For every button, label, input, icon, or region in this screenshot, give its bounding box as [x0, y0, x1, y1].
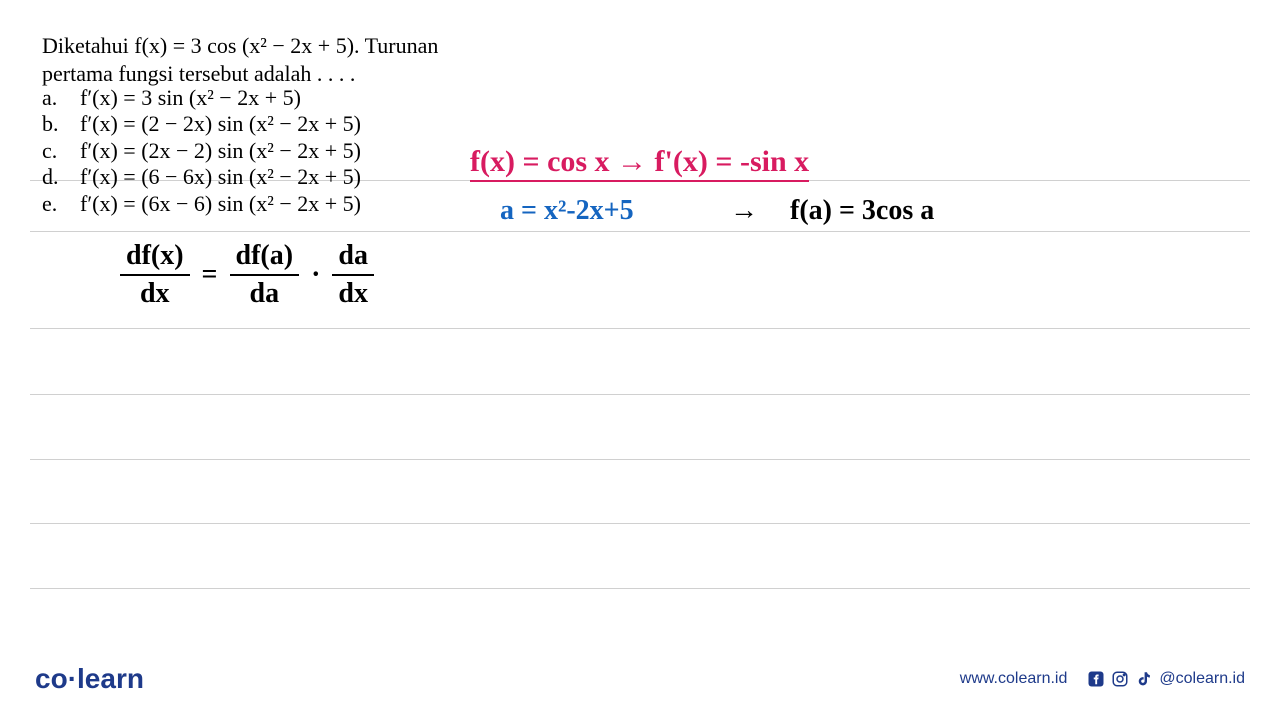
handwritten-substitution: a = x²-2x+5	[500, 195, 634, 227]
paper-line	[30, 328, 1250, 329]
option-label: d.	[42, 164, 62, 190]
chain-rule-formula: df(x) dx = df(a) da · da dx	[120, 240, 374, 310]
handwritten-derivative-rule: f(x) = cos x → f'(x) = -sin x	[470, 145, 809, 179]
option-label: b.	[42, 111, 62, 137]
option-text: f′(x) = 3 sin (x² − 2x + 5)	[80, 85, 301, 111]
option-a: a. f′(x) = 3 sin (x² − 2x + 5)	[42, 85, 361, 111]
option-e: e. f′(x) = (6x − 6) sin (x² − 2x + 5)	[42, 191, 361, 217]
denominator: dx	[332, 276, 374, 310]
numerator: da	[332, 240, 374, 276]
paper-line	[30, 588, 1250, 589]
logo-learn: learn	[77, 663, 144, 694]
numerator: df(x)	[120, 240, 190, 276]
question-line-1: Diketahui f(x) = 3 cos (x² − 2x + 5). Tu…	[42, 32, 438, 60]
paper-line	[30, 394, 1250, 395]
logo-co: co	[35, 663, 68, 694]
colearn-logo: co·learn	[35, 663, 144, 695]
question-text: Diketahui f(x) = 3 cos (x² − 2x + 5). Tu…	[42, 32, 438, 87]
handwritten-arrow: →	[730, 195, 758, 227]
option-text: f′(x) = (2 − 2x) sin (x² − 2x + 5)	[80, 111, 361, 137]
option-label: c.	[42, 138, 62, 164]
fraction-dfx-dx: df(x) dx	[120, 240, 190, 310]
option-text: f′(x) = (2x − 2) sin (x² − 2x + 5)	[80, 138, 361, 164]
red-rule-text: f(x) = cos x → f'(x) = -sin x	[470, 145, 809, 182]
dot-operator: ·	[311, 259, 320, 291]
option-b: b. f′(x) = (2 − 2x) sin (x² − 2x + 5)	[42, 111, 361, 137]
option-c: c. f′(x) = (2x − 2) sin (x² − 2x + 5)	[42, 138, 361, 164]
question-line-2: pertama fungsi tersebut adalah . . . .	[42, 60, 438, 88]
numerator: df(a)	[230, 240, 300, 276]
paper-line	[30, 459, 1250, 460]
fraction-da-dx: da dx	[332, 240, 374, 310]
paper-line	[30, 231, 1250, 232]
paper-line	[30, 523, 1250, 524]
handwritten-fa: f(a) = 3cos a	[790, 195, 934, 227]
instagram-icon	[1111, 670, 1129, 688]
logo-dot: ·	[68, 663, 77, 694]
social-handle: @colearn.id	[1159, 670, 1245, 688]
option-text: f′(x) = (6 − 6x) sin (x² − 2x + 5)	[80, 164, 361, 190]
footer: co·learn www.colearn.id @colearn.id	[0, 663, 1280, 695]
footer-url: www.colearn.id	[960, 670, 1068, 688]
facebook-icon	[1087, 670, 1105, 688]
social-icons: @colearn.id	[1087, 670, 1245, 688]
option-d: d. f′(x) = (6 − 6x) sin (x² − 2x + 5)	[42, 164, 361, 190]
tiktok-icon	[1135, 670, 1153, 688]
option-text: f′(x) = (6x − 6) sin (x² − 2x + 5)	[80, 191, 361, 217]
footer-right: www.colearn.id @colearn.id	[960, 670, 1245, 688]
option-label: e.	[42, 191, 62, 217]
fraction-dfa-da: df(a) da	[230, 240, 300, 310]
denominator: da	[244, 276, 286, 310]
equals-sign: =	[202, 259, 218, 291]
option-label: a.	[42, 85, 62, 111]
answer-options: a. f′(x) = 3 sin (x² − 2x + 5) b. f′(x) …	[42, 85, 361, 217]
denominator: dx	[134, 276, 176, 310]
